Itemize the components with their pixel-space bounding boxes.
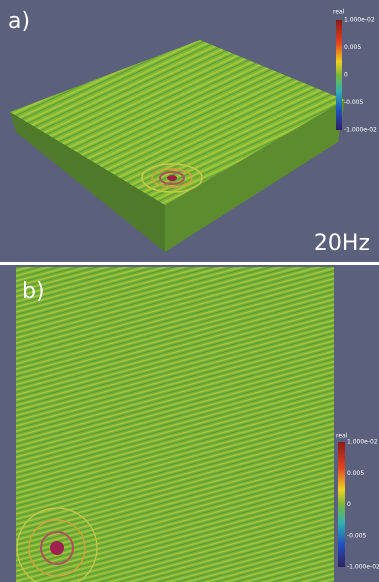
box-left-face <box>10 112 165 252</box>
source-rings <box>16 507 98 582</box>
colorbar <box>336 20 342 130</box>
colorbar-tick-label: -1.000e-02 <box>347 564 379 571</box>
panel-label: b) <box>22 279 45 304</box>
colorbar-tick-label: 0.005 <box>344 44 361 51</box>
colorbar-tick-label: 1.000e-02 <box>344 17 375 24</box>
box-right-face <box>165 100 345 252</box>
colorbar-ticks: 1.000e-02 0.005 0 -0.005 -1.000e-02 <box>347 439 379 571</box>
colorbar-tick-label: 0.005 <box>347 470 364 477</box>
colorbar-tick-label: 1.000e-02 <box>347 439 378 446</box>
colorbar-tick-label: 0 <box>347 501 351 508</box>
colorbar-tick-label: -0.005 <box>344 99 364 106</box>
colorbar-ticks: 1.000e-02 0.005 0 -0.005 -1.000e-02 <box>344 17 377 134</box>
source-rings <box>141 163 203 193</box>
panel-a: a) 20Hz real 1.000e-02 0.005 0 -0.005 -1.000… <box>0 0 379 262</box>
colorbar-tick-label: -1.000e-02 <box>344 127 377 134</box>
colorbar-tick-label: 0 <box>344 72 348 79</box>
colorbar-title: real <box>333 9 345 16</box>
box-top-face <box>10 40 345 205</box>
panel-b: b) real 1.000e-02 0.005 0 -0.005 -1.000e-02 <box>0 265 379 582</box>
colorbar-title: real <box>336 433 348 440</box>
colorbar-tick-label: -0.005 <box>347 532 367 539</box>
frequency-label: 20Hz <box>314 231 370 256</box>
wavefield <box>16 267 334 582</box>
panel-label: a) <box>8 9 30 34</box>
colorbar <box>338 442 345 567</box>
